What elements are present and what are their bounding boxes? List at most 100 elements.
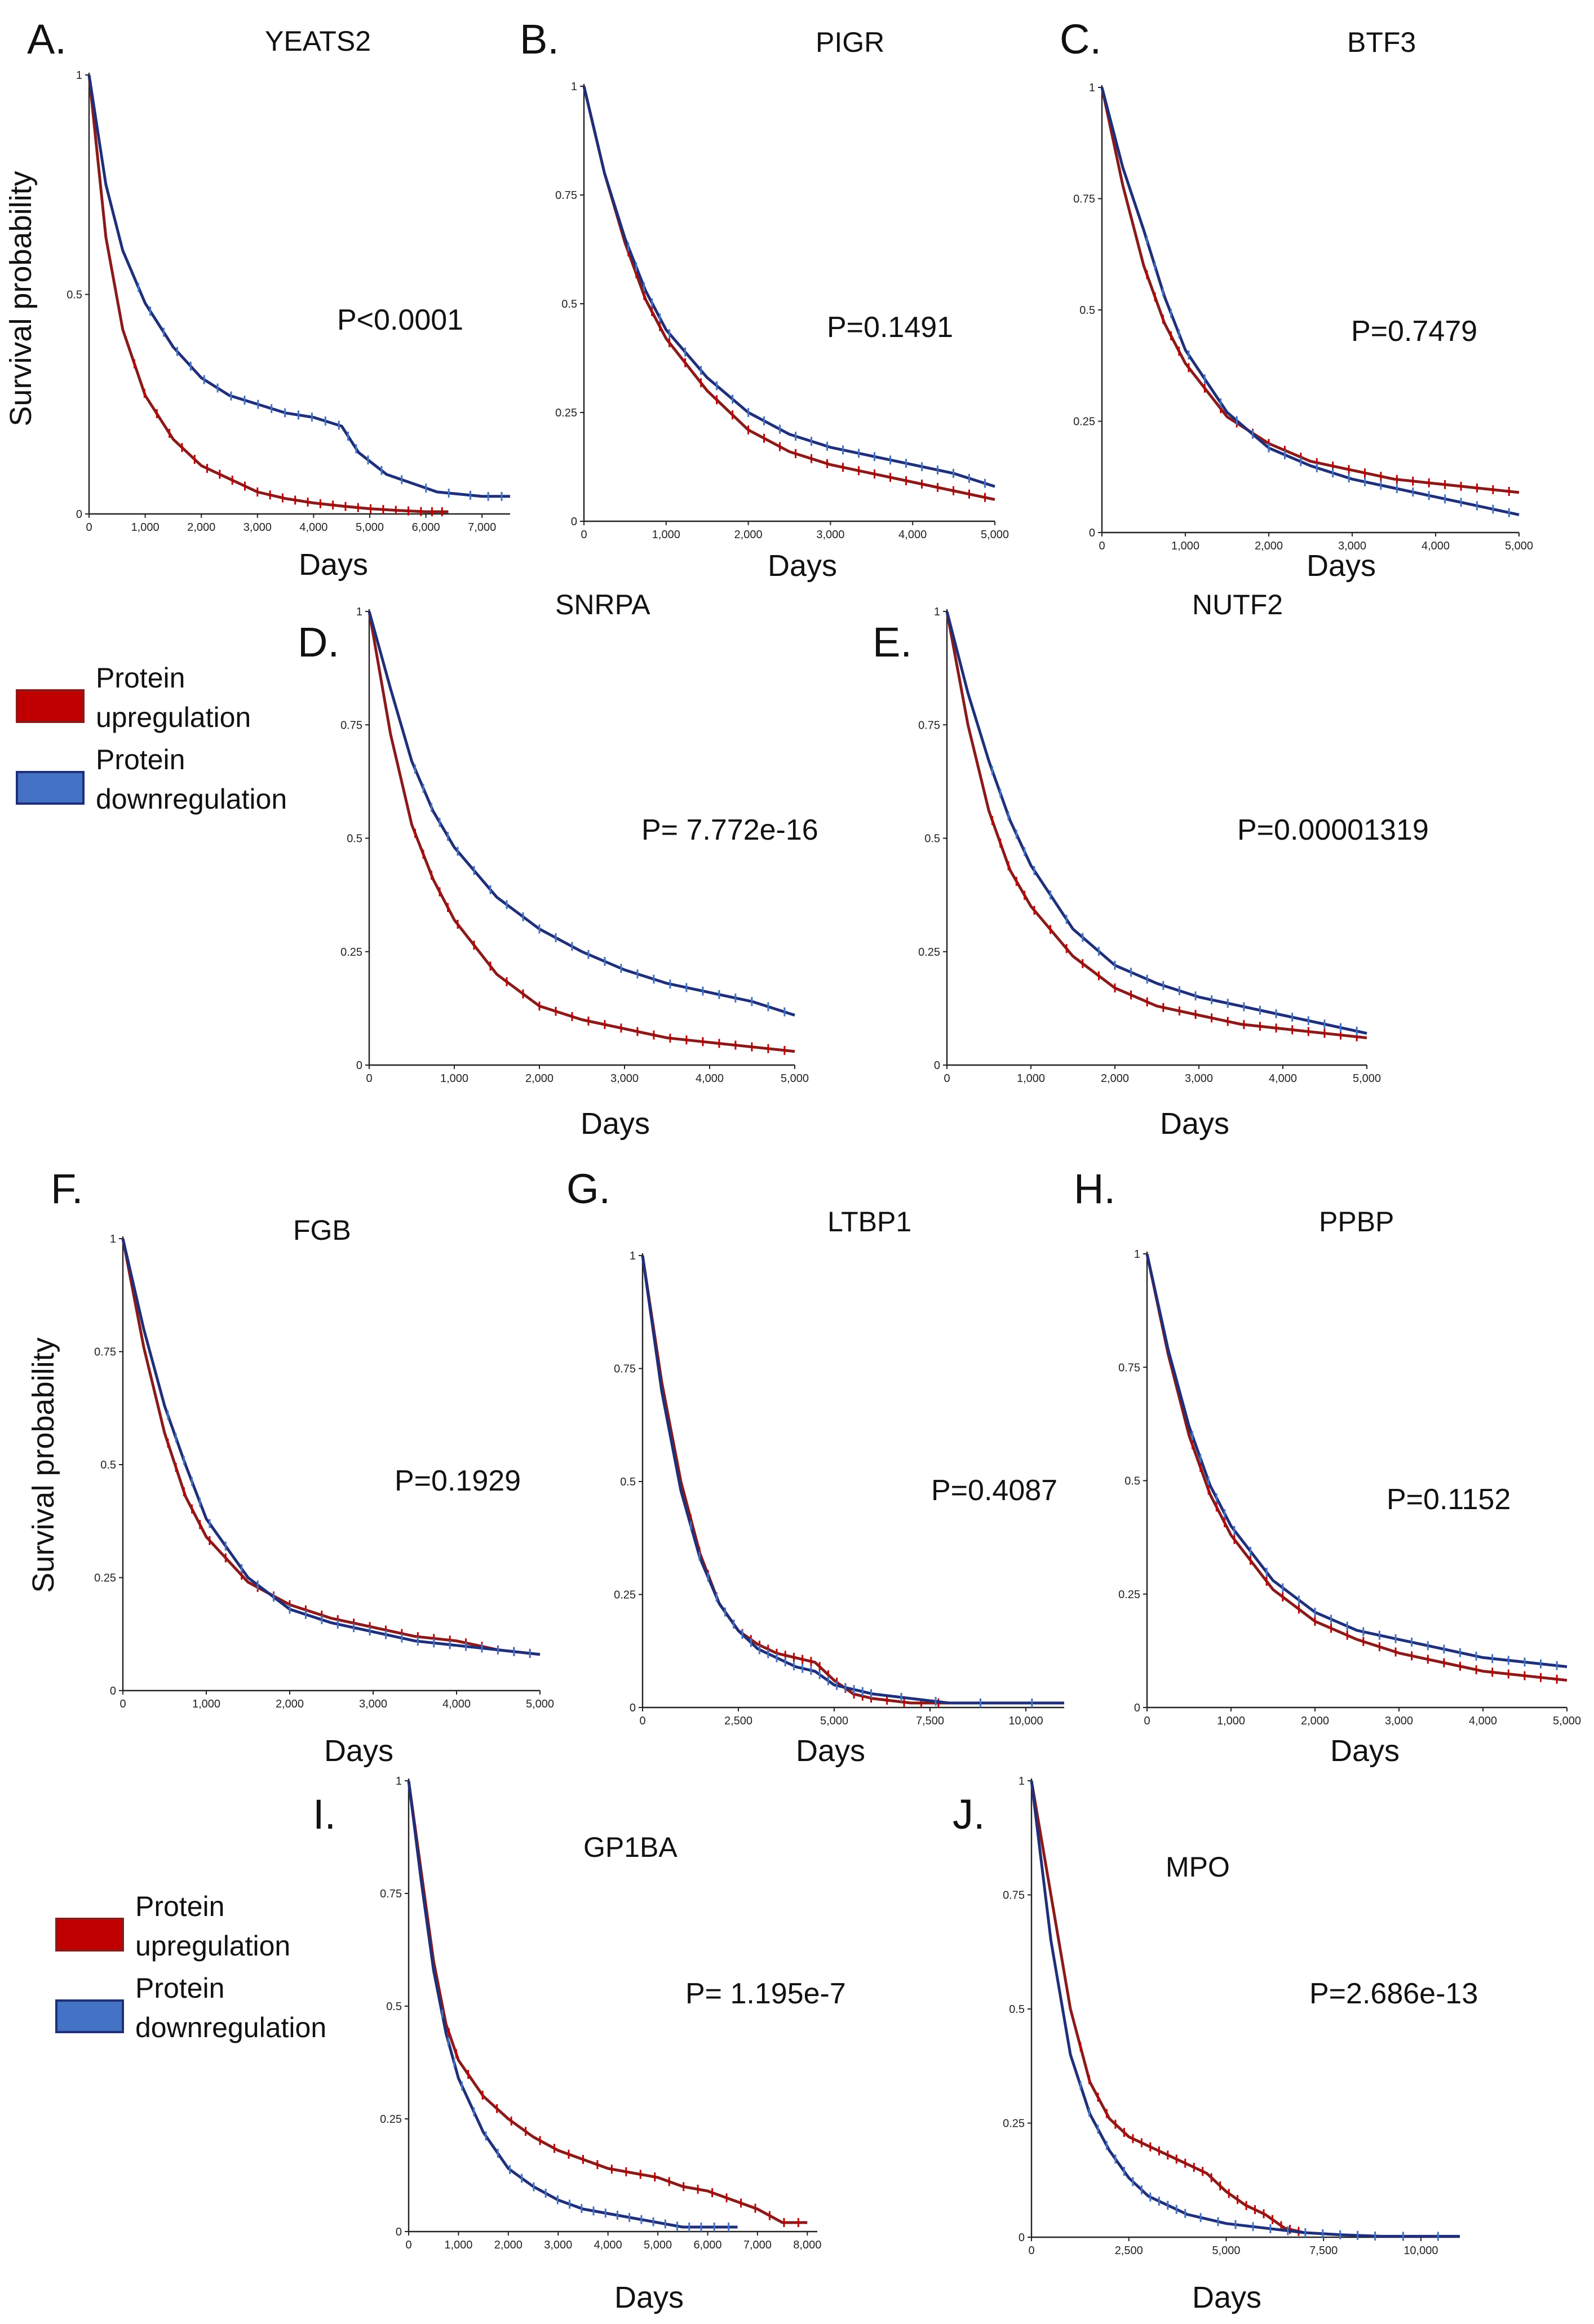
panel-gp1ba: I. GP1BA P= 1.195e-7 Days 0 1,000 2,000 3,000 4,…	[313, 1775, 846, 2314]
x-tick-label: 3,000	[610, 1072, 639, 1085]
x-tick-label: 3,000	[1385, 1715, 1413, 1727]
gene-title: LTBP1	[827, 1206, 911, 1238]
y-tick-label: 0.75	[918, 719, 940, 731]
y-tick-label: 0.25	[380, 2113, 402, 2126]
panel-letter: C.	[1060, 16, 1101, 63]
gene-title: PPBP	[1319, 1206, 1394, 1238]
x-tick-label: 5,000	[356, 521, 384, 534]
panel-pigr: B. PIGR P=0.1491 Days 0 1,000 2,000 3,000 4,000 5…	[520, 16, 1009, 583]
panel-yeats2: A. YEATS2 P<0.0001 Days Survival probability…	[4, 16, 510, 582]
y-axis-label: Survival probability	[4, 171, 38, 426]
y-tick-label: 0	[1089, 527, 1095, 539]
y-tick-label: 0	[571, 516, 577, 528]
p-value: P= 1.195e-7	[685, 1977, 846, 2010]
y-tick-label: 1	[356, 606, 362, 618]
y-tick-label: 1	[571, 81, 577, 93]
y-tick-label: 0.5	[100, 1459, 116, 1471]
legend-label-line1: Protein	[135, 1891, 224, 1922]
gene-title: BTF3	[1347, 26, 1416, 58]
y-tick-label: 0	[1134, 1702, 1140, 1714]
x-tick-label: 4,000	[898, 529, 927, 541]
x-tick-label: 4,000	[594, 2239, 622, 2251]
x-tick-label: 5,000	[1553, 1715, 1581, 1727]
x-tick-label: 2,000	[1301, 1715, 1329, 1727]
x-tick-label: 3,000	[243, 521, 272, 534]
x-tick-label: 1,000	[652, 529, 680, 541]
y-tick-label: 0.5	[1124, 1475, 1140, 1488]
legend-swatch-up	[55, 1918, 124, 1952]
x-axis-label: Days	[1307, 549, 1376, 583]
x-tick-label: 2,000	[1255, 540, 1283, 552]
legend-label-line1: Protein	[135, 1972, 224, 2004]
p-value: P=0.1929	[395, 1465, 521, 1497]
x-tick-label: 1,000	[192, 1698, 220, 1710]
panel-letter: H.	[1074, 1165, 1115, 1212]
y-tick-label: 0.5	[561, 298, 577, 311]
x-tick-label: 1,000	[1171, 540, 1199, 552]
y-tick-label: 1	[110, 1233, 116, 1245]
panel-letter: G.	[566, 1165, 610, 1212]
x-tick-label: 2,000	[525, 1072, 554, 1085]
x-axis-label: Days	[1160, 1107, 1229, 1141]
y-tick-label: 0.5	[347, 833, 362, 845]
y-tick-label: 0.5	[620, 1476, 636, 1488]
y-tick-label: 0	[76, 508, 82, 521]
x-tick-label: 6,000	[412, 521, 440, 534]
y-tick-label: 0.75	[555, 189, 577, 202]
p-value: P= 7.772e-16	[641, 814, 818, 846]
x-tick-label: 2,000	[1101, 1072, 1129, 1085]
x-tick-label: 3,000	[1338, 540, 1366, 552]
panel-fgb: F. FGB P=0.1929 Days Survival probability 0 1,…	[26, 1165, 554, 1768]
y-tick-label: 1	[1019, 1775, 1025, 1788]
y-tick-label: 0.75	[1003, 1890, 1025, 1902]
panel-letter: A.	[27, 16, 67, 63]
legend-label-line1: Protein	[96, 662, 185, 694]
x-tick-label: 2,500	[724, 1715, 752, 1727]
y-axis-label: Survival probability	[26, 1337, 60, 1593]
x-tick-label: 5,000	[1505, 540, 1533, 552]
panel-snrpa: D. SNRPA P= 7.772e-16 Days 0 1,000 2,000 3,000 4…	[298, 589, 818, 1141]
y-tick-label: 0	[396, 2226, 402, 2238]
gene-title: PIGR	[816, 26, 884, 58]
x-tick-label: 0	[366, 1072, 372, 1085]
x-tick-label: 5,000	[981, 529, 1009, 541]
y-tick-label: 0	[356, 1059, 362, 1072]
panel-btf3: C. BTF3 P=0.7479 Days 0 1,000 2,000 3,000 4,000 5…	[1060, 16, 1533, 583]
x-tick-label: 7,000	[468, 521, 496, 534]
y-tick-label: 0.5	[1079, 304, 1095, 317]
x-axis-label: Days	[581, 1107, 650, 1141]
x-axis-label: Days	[324, 1734, 393, 1768]
x-tick-label: 0	[944, 1072, 950, 1085]
x-tick-label: 8,000	[793, 2239, 821, 2251]
x-axis-label: Days	[1330, 1734, 1400, 1768]
legend-swatch-down	[55, 1999, 124, 2033]
y-tick-label: 0.25	[918, 946, 940, 959]
y-tick-label: 0.75	[380, 1888, 402, 1900]
panel-mpo: J. MPO P=2.686e-13 Days 0 2,500 5,000 7,500 10,0…	[953, 1775, 1478, 2314]
x-tick-label: 5,000	[820, 1715, 848, 1727]
x-tick-label: 4,000	[696, 1072, 724, 1085]
x-tick-label: 0	[119, 1698, 126, 1710]
y-tick-label: 0.5	[1009, 2003, 1025, 2016]
x-tick-label: 7,000	[743, 2239, 772, 2251]
y-tick-label: 0.25	[1118, 1589, 1140, 1601]
p-value: P=2.686e-13	[1309, 1977, 1478, 2010]
p-value: P=0.1152	[1387, 1483, 1511, 1516]
x-tick-label: 5,000	[1212, 2245, 1240, 2257]
x-tick-label: 2,000	[276, 1698, 304, 1710]
x-tick-label: 1,000	[444, 2239, 472, 2251]
x-tick-label: 2,500	[1115, 2245, 1143, 2257]
legend-swatch-up	[16, 689, 85, 723]
legend: Protein upregulation Protein downregulation	[16, 662, 287, 815]
y-tick-label: 0.5	[386, 2001, 402, 2013]
panel-letter: I.	[313, 1791, 336, 1838]
y-tick-label: 0	[1019, 2232, 1025, 2244]
panel-ppbp: H. PPBP P=0.1152 Days 0 1,000 2,000 3,000 4,000 5…	[1074, 1165, 1581, 1768]
x-axis-label: Days	[299, 548, 368, 582]
x-tick-label: 3,000	[544, 2239, 572, 2251]
y-tick-label: 0	[110, 1685, 116, 1697]
y-tick-label: 1	[1134, 1248, 1140, 1261]
gene-title: FGB	[293, 1214, 351, 1246]
x-tick-label: 2,000	[494, 2239, 523, 2251]
